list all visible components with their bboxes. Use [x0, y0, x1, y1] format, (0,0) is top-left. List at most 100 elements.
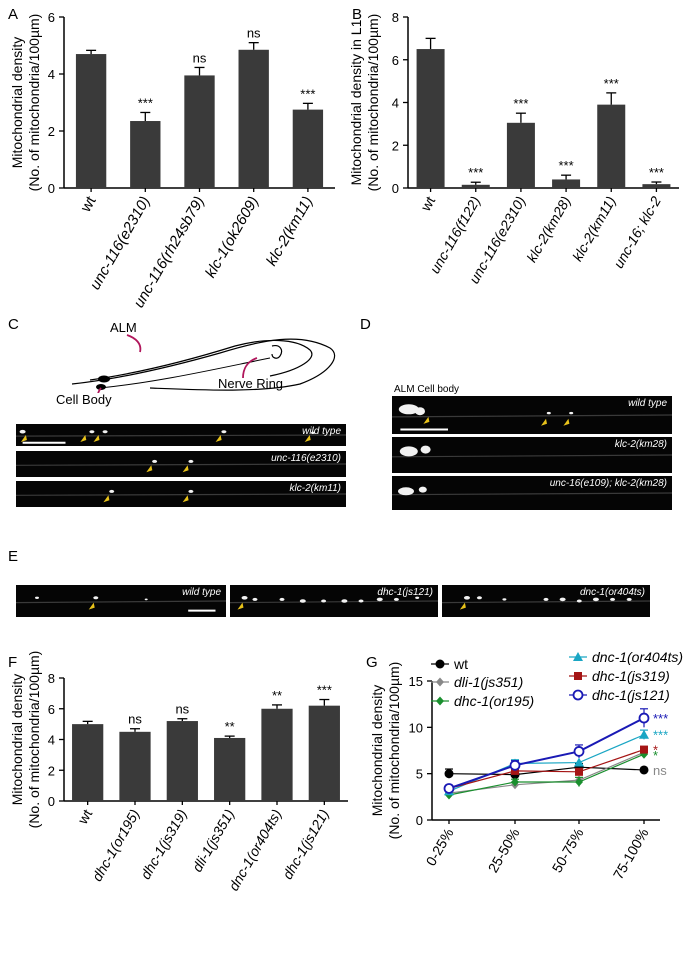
strip-label: dhc-1(js121): [377, 587, 433, 598]
mitochondrion-spot: [241, 596, 248, 600]
micrograph-overlay: [16, 459, 346, 473]
arrowhead-marker: [88, 602, 95, 610]
arrowhead-marker: [182, 465, 189, 473]
y-axis-label: Mitochondrial density: [9, 674, 25, 806]
panel-label-b: B: [352, 6, 363, 23]
micrograph-overlay: [392, 486, 672, 496]
y-tick-label: 4: [48, 67, 55, 82]
legend-entry: dhc-1(js121): [592, 687, 670, 703]
mitochondrion-spot: [543, 597, 549, 601]
alm-arrow: [126, 334, 142, 353]
mitochondrion-spot: [188, 459, 194, 463]
mitochondrion-spot: [299, 599, 306, 603]
alm-label: ALM: [110, 320, 137, 335]
y-tick-label: 2: [48, 763, 55, 778]
cell-body-mark-2: [96, 384, 106, 390]
mitochondrion-spot: [592, 597, 599, 602]
mitochondrion-spot: [19, 429, 26, 434]
x-tick-label: dhc-1(js319): [137, 807, 190, 882]
data-point: [435, 659, 445, 669]
y-axis-label-units: (No. of mitochondria/100µm): [386, 662, 402, 840]
mitochondrion-spot: [399, 446, 418, 457]
mitochondrion-spot: [626, 597, 632, 601]
arrowhead-marker: [80, 435, 87, 442]
x-tick-label: klc-2(km11): [569, 194, 619, 264]
y-axis-label-units: (No. of mitochondria/100µm): [365, 14, 381, 192]
mitochondrion-spot: [476, 596, 482, 600]
mitochondrion-spot: [418, 486, 427, 493]
panel-label-c: C: [8, 316, 19, 333]
bar: [214, 737, 246, 801]
bar: [166, 721, 198, 801]
mitochondrion-spot: [252, 597, 258, 601]
data-point: [574, 672, 582, 680]
arrowhead-marker: [541, 418, 547, 426]
bar: [261, 708, 293, 801]
bar: [72, 724, 104, 801]
micrograph-overlay: [16, 489, 346, 503]
mitochondrion-spot: [144, 598, 148, 601]
chart-f: 0 2 4 6 8 Mitochondrial density (No. of mitoch…: [9, 651, 348, 893]
x-tick-label: dli-1(js351): [189, 807, 237, 875]
micrograph-e-dhc-1: dhc-1(js121): [230, 585, 438, 617]
micrograph-c-unc-116: unc-116(e2310): [16, 451, 346, 477]
panel-label-f: F: [8, 654, 18, 671]
y-axis-label: Mitochondrial density in L1: [348, 19, 364, 185]
data-point: [444, 769, 454, 779]
series-line: [448, 749, 645, 790]
data-point: [511, 777, 519, 787]
nerve-ring-label: Nerve Ring: [218, 376, 283, 391]
data-point: [443, 783, 455, 794]
neurite: [16, 600, 226, 604]
bar: [461, 184, 490, 188]
nerve-ring-arrow: [242, 357, 258, 379]
significance-label: ***: [138, 95, 153, 110]
alm-process: [99, 357, 271, 389]
strip-label: klc-2(km28): [614, 439, 667, 450]
mitochondrion-spot: [109, 489, 115, 493]
bar: [416, 49, 445, 188]
mitochondrion-spot: [341, 599, 348, 603]
mitochondrion-spot: [415, 596, 420, 599]
mitochondrion-spot: [152, 459, 158, 463]
arrowhead-marker: [103, 495, 110, 503]
y-tick-label: 6: [48, 702, 55, 717]
worm-diagram: ALM Nerve Ring: [71, 320, 336, 393]
mitochondrion-spot: [393, 597, 399, 601]
strip-label: wild type: [302, 426, 341, 437]
bar: [130, 121, 161, 188]
significance-label: ns: [653, 763, 667, 778]
micrograph-overlay: [392, 404, 672, 431]
mitochondrion-spot: [463, 596, 470, 600]
mitochondrion-spot: [576, 599, 582, 603]
data-point: [575, 767, 583, 776]
x-tick-label: 0-25%: [423, 826, 457, 869]
neurite: [392, 492, 672, 496]
data-point: [639, 729, 649, 739]
mitochondrion-spot: [420, 445, 431, 454]
panel-label-d: D: [360, 316, 371, 333]
mitochondrion-spot: [102, 430, 108, 434]
mitochondrion-spot: [35, 596, 39, 599]
significance-label: ***: [649, 165, 664, 180]
strip-label: wild type: [182, 587, 221, 598]
cell-body-mark: [98, 375, 110, 383]
arrowhead-marker: [563, 418, 570, 426]
neurite: [392, 454, 672, 458]
neurite: [442, 600, 650, 604]
chart-b: 0 2 4 6 8 Mitochondrial density in L1 (No. of …: [348, 10, 679, 286]
micrograph-d-unc-16-klc-2: unc-16(e109); klc-2(km28): [392, 476, 672, 510]
data-point: [572, 689, 584, 701]
panel-label-a: A: [8, 6, 19, 23]
strip-label: wild type: [628, 398, 667, 409]
y-tick-label: 2: [392, 138, 399, 153]
strip-label: unc-16(e109); klc-2(km28): [549, 478, 667, 489]
significance-label: ns: [193, 50, 207, 65]
mitochondrion-spot: [321, 599, 327, 603]
data-point: [573, 746, 585, 757]
x-tick-label: klc-2(km11): [263, 194, 316, 269]
significance-label: ***: [468, 165, 483, 180]
significance-label: **: [272, 688, 282, 703]
data-point: [638, 712, 650, 724]
y-tick-label: 5: [416, 767, 423, 782]
